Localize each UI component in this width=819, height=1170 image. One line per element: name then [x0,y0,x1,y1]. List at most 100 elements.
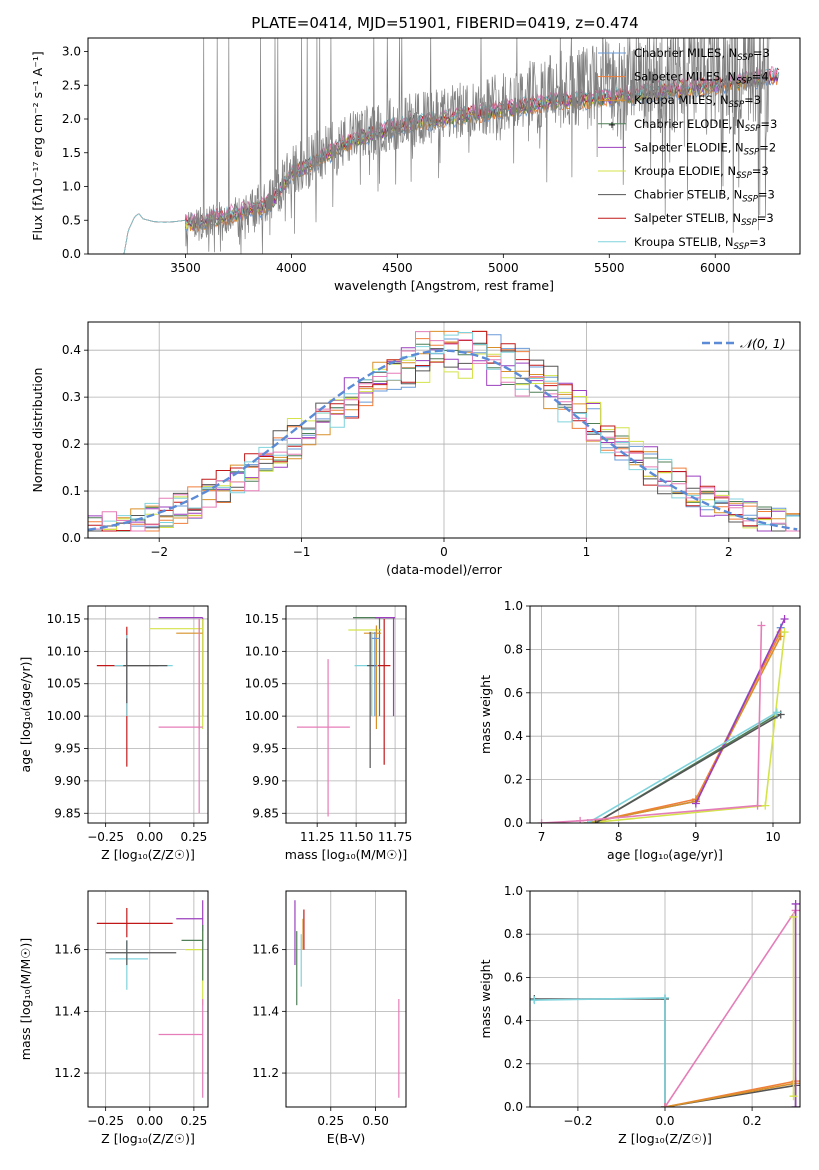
y-tick-label: 0.3 [62,390,81,404]
legend-label-subscript: SSP [745,124,761,134]
x-tick-label: 5000 [488,261,519,275]
y-tick-label: 11.2 [54,1066,81,1080]
y-tick-label: 0.2 [504,773,523,787]
legend-label: Chabrier ELODIE, NSSP=3 [634,117,777,134]
legend-label-subscript: SSP [736,171,752,181]
x-tick-label: 0.00 [136,1114,163,1128]
weight-marker-kroupa_stelib [530,996,539,1005]
y-tick-label: 0.4 [504,729,523,743]
y-tick-label: 9.85 [252,806,279,820]
y-tick-label: 1.0 [504,884,523,898]
weight-line-chabrier_stelib [595,713,782,823]
weight-marker-kroupa_stelib [661,993,669,1002]
x-tick-label: 11.50 [339,830,373,844]
age_vs_Z-plot-area [96,617,204,814]
mass_vs_ebv-panel: 0.25 0.50 11.2 11.4 11.6 E(B-V) [252,890,407,1146]
y-tick-label: 0.2 [62,437,81,451]
x-tick-label: 0.50 [362,1114,389,1128]
y-tick-label: 0.8 [504,642,523,656]
axes-frame [87,321,801,539]
legend-label-subscript: SSP [729,100,745,110]
x-tick-label: −0.25 [87,1114,124,1128]
spectrum-panel: 3500 4000 4500 5000 5500 6000 0.0 0.5 1.0 1.5 2.0 2… [30,37,801,293]
age_vs_Z-panel: −0.25 0.00 0.25 9.85 9.90 9.95 10.00 10.05 10.10… [18,605,209,862]
x-tick-label: 0 [440,545,448,559]
y-tick-label: 0.0 [62,531,81,545]
y-axis-label: Normed distribution [30,368,45,493]
y-tick-label: 10.00 [245,709,279,723]
mass_vs_ebv-plot-area [294,900,400,1098]
axes-frame [529,605,801,824]
weight-line-kroupa_stelib [587,711,778,823]
weight_vs_Z-panel: −0.2 0.0 0.2 0.0 0.2 0.4 0.6 0.8 1.0 Z [log₁₀(Z/Z… [478,884,801,1146]
legend-label: Kroupa ELODIE, NSSP=3 [634,164,769,181]
legend-label-suffix: =3 [752,164,769,178]
x-tick-label: −0.2 [563,1114,592,1128]
y-tick-label: 10.05 [47,677,81,691]
legend-label-name: Chabrier STELIB, N [634,188,742,202]
x-tick-label: 5500 [594,261,625,275]
y-tick-label: 0.6 [504,686,523,700]
y-tick-label: 10.00 [47,709,81,723]
weight_vs_age-plot-area [537,615,789,823]
y-tick-label: 9.90 [54,774,81,788]
legend-label: Kroupa MILES, NSSP=3 [634,93,761,110]
x-axis-label: Z [log₁₀(Z/Z☉)] [101,847,195,862]
legend-label-suffix: =3 [760,117,777,131]
x-tick-label: 4000 [276,261,307,275]
legend-label-suffix: =3 [753,46,770,60]
x-tick-label: 1 [583,545,591,559]
x-axis-label: age [log₁₀(age/yr)] [607,847,723,862]
legend-label-name: Chabrier ELODIE, N [634,117,745,131]
axes-frame [529,890,801,1108]
legend-label-name: Chabrier MILES, N [634,46,737,60]
weight-marker-pink_model [753,801,762,810]
axes-frame [87,890,209,1108]
weight-marker-salpeter_elodie [780,615,789,624]
legend-label-suffix: =3 [744,93,761,107]
y-tick-label: 0.5 [62,213,81,227]
legend-label: Chabrier MILES, NSSP=3 [634,46,770,63]
legend-label-subscript: SSP [742,195,758,205]
y-tick-label: 11.4 [54,1004,81,1018]
histogram-pink_model [88,331,800,532]
legend-label-subscript: SSP [744,147,760,157]
weight-marker-kroupa_elodie [789,912,798,921]
mass_vs_Z-panel: −0.25 0.00 0.25 11.2 11.4 11.6 Z [log₁₀(Z/Z☉)]… [18,890,209,1146]
y-axis-label: mass [log₁₀(M/M☉)] [18,938,33,1060]
y-tick-label: 0.0 [504,816,523,830]
x-tick-label: 11.25 [300,830,334,844]
axes-frame [87,605,209,824]
x-axis-label: (data-model)/error [386,562,503,577]
weight-marker-kroupa_stelib [772,708,781,717]
legend-label-name: Salpeter STELIB, N [634,211,741,225]
weight-marker-salpeter_elodie [691,799,700,808]
legend-label-suffix: =2 [759,140,776,154]
y-tick-label: 0.4 [504,1014,523,1028]
legend-label-suffix: =3 [749,235,766,249]
y-tick-label: 0.8 [504,927,523,941]
y-tick-label: 9.85 [54,806,81,820]
legend-label-subscript: SSP [736,77,752,87]
mass_vs_Z-plot-area [96,900,204,1098]
x-tick-label: 0.2 [743,1114,762,1128]
x-tick-label: 11.75 [378,830,412,844]
x-axis-label: Z [log₁₀(Z/Z☉)] [101,1131,195,1146]
observed-spectrum [185,38,771,254]
x-axis-label: Z [log₁₀(Z/Z☉)] [618,1131,712,1146]
y-tick-label: 9.90 [252,774,279,788]
legend-label-name: Salpeter ELODIE, N [634,140,744,154]
legend-label: Kroupa STELIB, NSSP=3 [634,235,766,252]
x-tick-label: 9 [692,830,700,844]
legend-label-name: Kroupa STELIB, N [634,235,734,249]
x-axis-label: E(B-V) [327,1131,366,1146]
legend-label-name: Salpeter MILES, N [634,70,736,84]
legend-label: Salpeter ELODIE, NSSP=2 [634,140,776,157]
legend-label-subscript: SSP [741,218,757,228]
legend-label-name: Kroupa ELODIE, N [634,164,736,178]
y-tick-label: 11.6 [54,943,81,957]
x-axis-label: wavelength [Angstrom, rest frame] [334,278,554,293]
legend-label-suffix: =4 [752,70,769,84]
